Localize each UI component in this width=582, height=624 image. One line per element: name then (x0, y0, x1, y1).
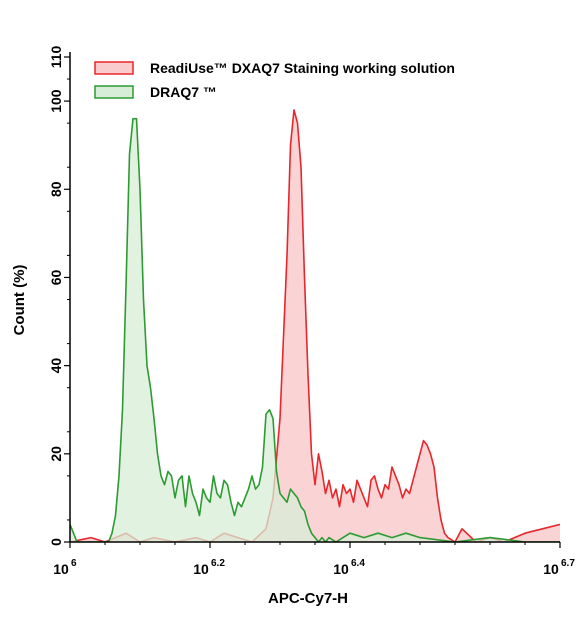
x-tick-label: 10 (193, 561, 209, 577)
legend-label-1: DRAQ7 ™ (150, 84, 217, 100)
x-tick-exponent: 6.7 (561, 558, 575, 569)
x-tick-exponent: 6.2 (211, 558, 225, 569)
y-tick-label: 100 (48, 89, 64, 113)
y-tick-label: 40 (48, 358, 64, 374)
legend-label-0: ReadiUse™ DXAQ7 Staining working solutio… (150, 60, 455, 76)
y-tick-label: 110 (48, 45, 64, 68)
plot-area (70, 109, 560, 542)
y-tick-label: 80 (48, 181, 64, 197)
y-tick-label: 0 (48, 538, 64, 546)
x-axis-label: APC-Cy7-H (268, 590, 348, 607)
series-1-area (70, 118, 560, 542)
legend-swatch-1 (94, 85, 134, 99)
legend: ReadiUse™ DXAQ7 Staining working solutio… (94, 60, 455, 100)
y-tick-label: 20 (48, 446, 64, 462)
x-tick-label: 10 (543, 561, 559, 577)
series-1-line (70, 117, 560, 542)
x-tick-label: 10 (53, 561, 69, 577)
x-tick-label: 10 (333, 561, 349, 577)
y-tick-label: 60 (48, 269, 64, 285)
legend-swatch-0 (94, 61, 134, 75)
y-axis-label: Count (%) (11, 265, 28, 336)
x-tick-exponent: 6.4 (351, 558, 365, 569)
x-tick-exponent: 6 (71, 558, 77, 569)
